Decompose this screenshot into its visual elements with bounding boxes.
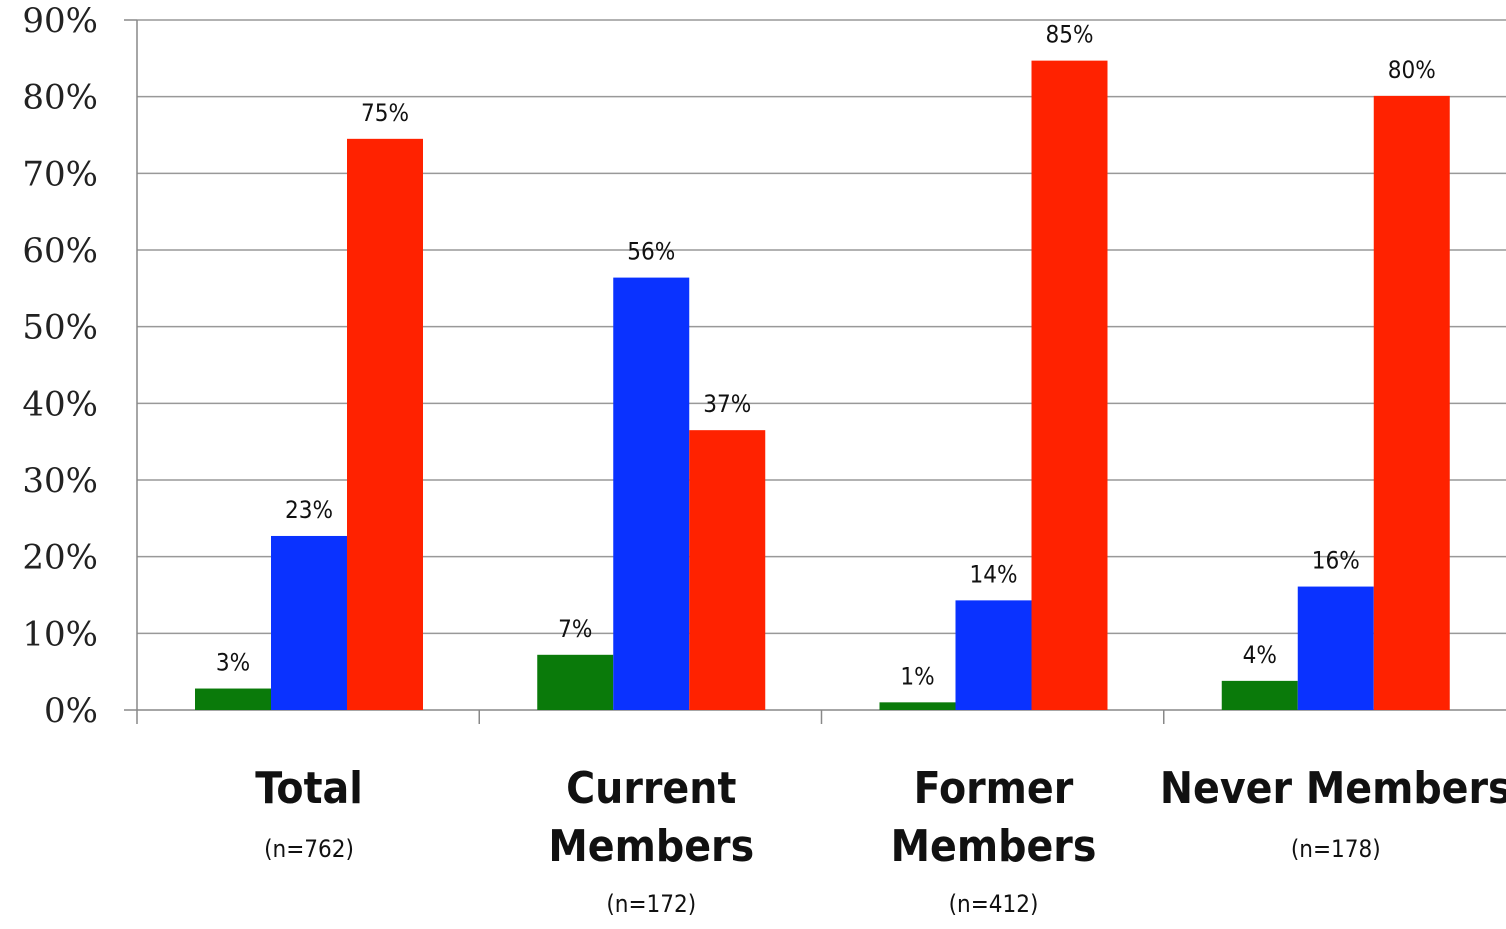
y-tick-label: 50% (22, 308, 98, 348)
data-label: 14% (970, 560, 1018, 588)
data-label: 85% (1046, 21, 1094, 49)
y-tick-label: 10% (22, 614, 98, 654)
y-tick-label: 20% (22, 538, 98, 578)
y-tick-label: 80% (22, 78, 98, 118)
data-label: 56% (627, 238, 675, 266)
bar (347, 138, 423, 711)
bar (955, 600, 1032, 710)
data-label: 23% (285, 496, 333, 524)
data-label: 1% (900, 662, 934, 690)
category-label: Members (548, 821, 754, 872)
data-label: 37% (703, 390, 751, 418)
bar (879, 702, 956, 710)
y-tick-label: 90% (22, 1, 98, 41)
y-tick-label: 30% (22, 461, 98, 501)
y-tick-label: 0% (44, 691, 98, 731)
bar (689, 430, 766, 710)
y-tick-label: 70% (22, 154, 98, 194)
y-tick-label: 60% (22, 231, 98, 271)
category-label: Total (255, 763, 363, 814)
data-label: 4% (1243, 641, 1277, 669)
category-label: Members (891, 821, 1097, 872)
category-label: Never Members (1160, 763, 1506, 814)
category-sample-size: (n=412) (949, 890, 1039, 918)
bar (271, 535, 347, 710)
bar (1031, 60, 1108, 710)
bar (1373, 95, 1450, 710)
data-label: 3% (216, 649, 250, 677)
data-label: 75% (361, 99, 409, 127)
category-label: Former (914, 763, 1074, 814)
data-label: 7% (558, 615, 592, 643)
bar (1297, 586, 1374, 710)
bar (537, 654, 614, 710)
category-sample-size: (n=172) (606, 890, 696, 918)
category-sample-size: (n=762) (264, 835, 354, 863)
category-label: Current (566, 763, 736, 814)
bar (195, 688, 271, 710)
bar (613, 277, 690, 710)
bar (1221, 680, 1298, 710)
category-sample-size: (n=178) (1291, 835, 1381, 863)
data-label: 80% (1388, 56, 1436, 84)
data-label: 16% (1312, 547, 1360, 575)
y-tick-label: 40% (22, 384, 98, 424)
